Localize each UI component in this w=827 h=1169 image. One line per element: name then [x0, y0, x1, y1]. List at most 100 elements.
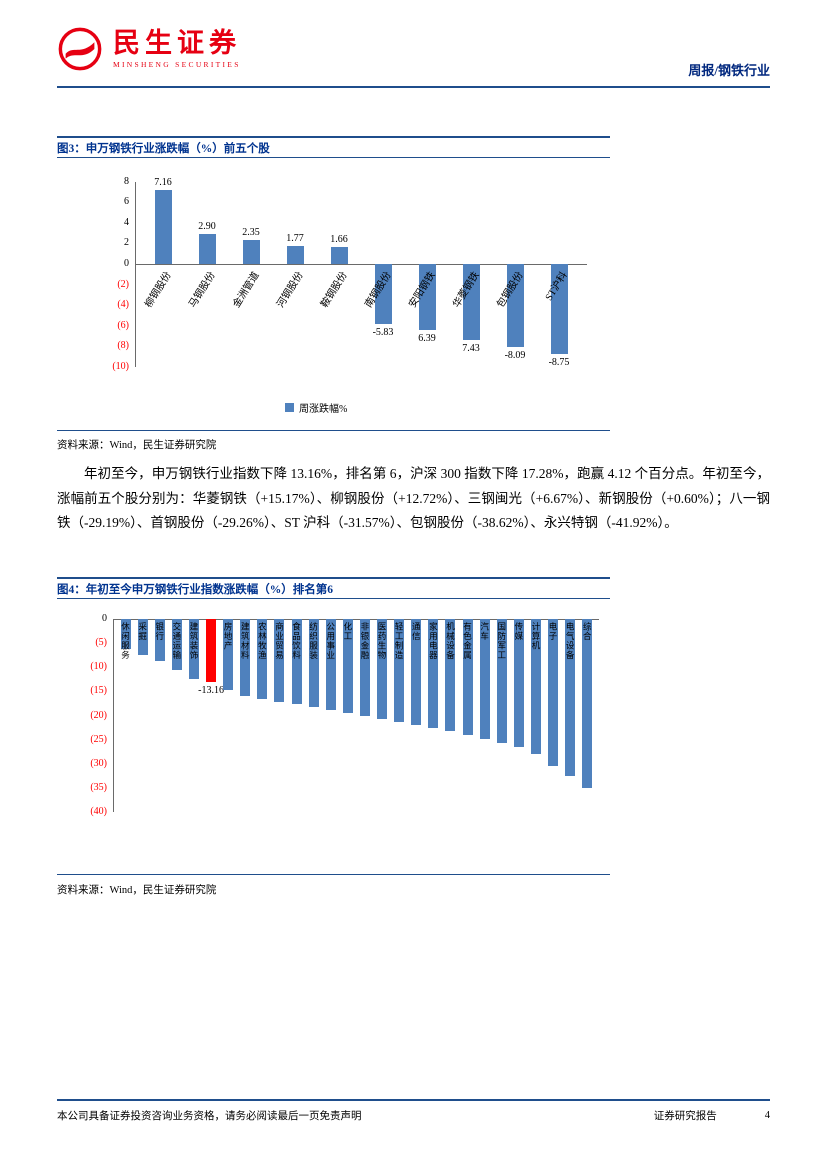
y-axis-tick: (10) — [90, 661, 107, 673]
legend-swatch — [285, 403, 294, 412]
category-label: 电气设备 — [565, 622, 576, 660]
page-number: 4 — [764, 1110, 770, 1121]
bar — [506, 264, 524, 348]
bar — [418, 264, 436, 330]
figure4-title: 图4：年初至今申万钢铁行业指数涨跌幅（%）排名第6 — [57, 584, 333, 596]
y-axis-tick: (35) — [90, 781, 107, 793]
footer: 本公司具备证券投资咨询业务资格，请务必阅读最后一页免责声明 证券研究报告 4 — [57, 1108, 770, 1123]
bar — [171, 619, 182, 670]
bar — [257, 619, 268, 699]
bar-value-label: -5.83 — [372, 326, 394, 338]
legend: 周涨跌幅% — [285, 400, 347, 415]
bar — [206, 619, 217, 683]
bar-value-label: 2.35 — [242, 226, 260, 238]
footer-disclaimer: 本公司具备证券投资咨询业务资格，请务必阅读最后一页免责声明 — [57, 1111, 362, 1122]
y-axis-tick: (10) — [112, 360, 129, 372]
header-divider — [57, 86, 770, 88]
bar — [286, 245, 304, 264]
category-label: 交通运输 — [171, 622, 182, 660]
y-axis-tick: (8) — [117, 340, 129, 352]
bar — [223, 619, 234, 690]
y-axis-tick: (40) — [90, 806, 107, 817]
footer-right: 证券研究报告 4 — [654, 1108, 770, 1123]
brand: 民生证券 MINSHENG SECURITIES — [57, 26, 241, 72]
bar — [550, 264, 568, 354]
bar-value-label: 1.77 — [286, 232, 304, 244]
y-axis-tick: (4) — [117, 299, 129, 311]
bar — [428, 619, 439, 728]
y-axis-tick: (2) — [117, 278, 129, 290]
bar — [359, 619, 370, 716]
figure3-title: 图3：申万钢铁行业涨跌幅（%）前五个股 — [57, 143, 270, 155]
y-axis-tick: 0 — [124, 258, 129, 269]
figure4-title-rule — [57, 598, 610, 599]
figure3-top-rule — [57, 136, 610, 138]
bar — [325, 619, 336, 711]
y-axis — [113, 619, 114, 812]
footer-divider — [57, 1099, 770, 1101]
category-label: 钢铁 — [206, 622, 217, 641]
y-axis-tick: 4 — [124, 216, 129, 228]
y-axis-tick: 6 — [124, 196, 129, 208]
y-axis-tick: (5) — [95, 637, 107, 649]
bar — [548, 619, 559, 767]
bar — [377, 619, 388, 719]
category-label: 轻工制造 — [394, 622, 405, 660]
bar — [462, 619, 473, 735]
category-label: 电子 — [548, 622, 559, 641]
brand-text: 民生证券 MINSHENG SECURITIES — [113, 27, 241, 69]
category-label: 采掘 — [137, 622, 148, 641]
bar — [445, 619, 456, 731]
y-axis-tick: (20) — [90, 709, 107, 721]
figure4-bottom-rule — [57, 874, 610, 875]
bar — [496, 619, 507, 743]
category-label: 计算机 — [530, 622, 541, 651]
bar — [582, 619, 593, 788]
y-axis-tick: 8 — [124, 175, 129, 187]
y-axis-tick: (15) — [90, 685, 107, 697]
bar — [242, 239, 260, 264]
bar-value-label: 7.43 — [462, 343, 480, 355]
bar — [198, 234, 216, 264]
bar-value-label: 1.66 — [330, 233, 348, 245]
figure3-source: 资料来源：Wind，民生证券研究院 — [57, 440, 217, 451]
category-label: 汽车 — [479, 622, 490, 641]
y-axis-tick: (25) — [90, 733, 107, 745]
bar — [308, 619, 319, 708]
y-axis — [135, 181, 136, 367]
report-type-label: 周报/钢铁行业 — [688, 63, 770, 78]
y-axis-tick: 2 — [124, 237, 129, 249]
bar — [120, 619, 131, 649]
y-axis-tick: (6) — [117, 319, 129, 331]
bar-value-label: -8.09 — [504, 350, 526, 362]
minsheng-logo-icon — [58, 27, 102, 71]
brand-name: 民生证券 — [113, 27, 241, 58]
body-paragraph: 年初至今，申万钢铁行业指数下降 13.16%，排名第 6，沪深 300 指数下降… — [57, 466, 770, 531]
figure3-chart: 8 6 4 2 0 (2) (4) (6) (8) (10) 7.16 柳钢股份 2.90 马钢股份 2.3… — [57, 160, 610, 430]
bar-value-label: 7.16 — [154, 177, 172, 189]
bar — [479, 619, 490, 739]
category-label: 纺织服装 — [308, 622, 319, 660]
bar — [330, 246, 348, 264]
category-label: 建筑材料 — [240, 622, 251, 660]
bar — [411, 619, 422, 725]
bar-value-label: -8.75 — [548, 356, 570, 368]
figure4-source: 资料来源：Wind，民生证券研究院 — [57, 885, 217, 896]
bar — [188, 619, 199, 679]
category-label: 家用电器 — [428, 622, 439, 660]
y-axis-tick: 0 — [102, 613, 107, 624]
bar — [274, 619, 285, 702]
y-axis-tick: (30) — [90, 757, 107, 769]
figure3-title-rule — [57, 157, 610, 158]
bar-value-label: 6.39 — [418, 332, 436, 344]
category-label: 银行 — [154, 622, 165, 641]
bar-value-label: 2.90 — [198, 221, 216, 233]
category-label: 食品饮料 — [291, 622, 302, 660]
brand-subtitle: MINSHENG SECURITIES — [113, 59, 241, 69]
category-label: 房地产 — [223, 622, 234, 651]
category-label: 商业贸易 — [274, 622, 285, 660]
category-label: 非银金融 — [359, 622, 370, 660]
figure4-chart: 0 (5) (10) (15) (20) (25) (30) (35) (40) 休闲服务 采掘 银行… — [57, 601, 610, 873]
category-label: 休闲服务 — [120, 622, 131, 660]
